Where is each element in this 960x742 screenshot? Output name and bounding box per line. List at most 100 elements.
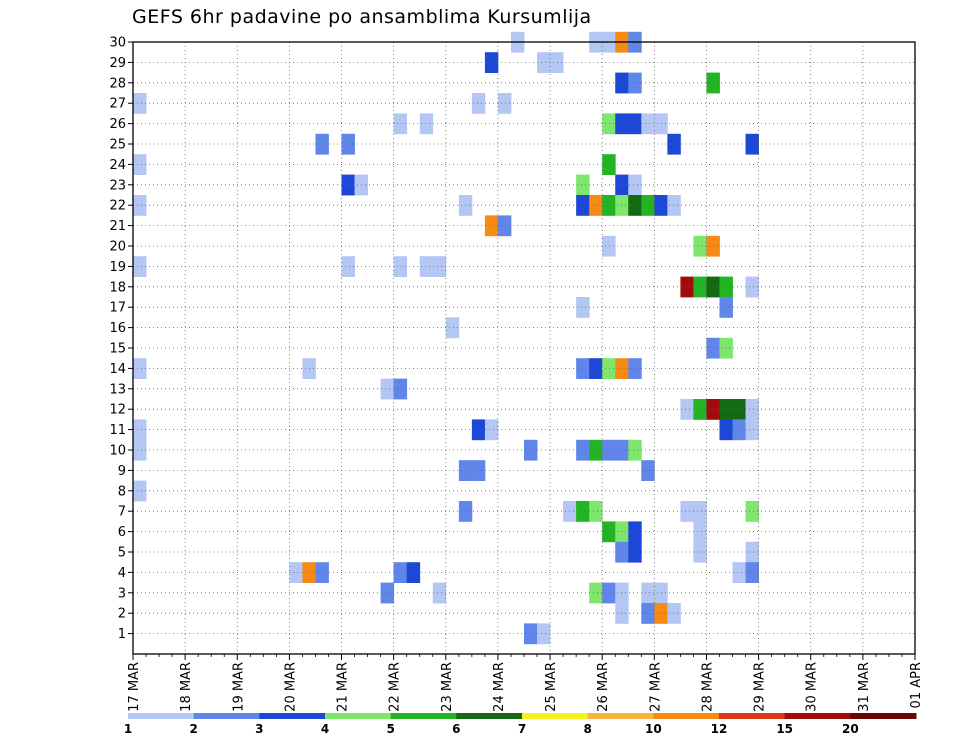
heatmap-cell [133, 358, 147, 379]
heatmap-cell [393, 256, 408, 277]
colorbar-segment [522, 713, 589, 719]
heatmap-cell [589, 501, 603, 522]
heatmap-cell [432, 582, 447, 604]
colorbar-segment [719, 713, 786, 719]
y-tick-label: 20 [109, 240, 126, 255]
heatmap-cell [576, 174, 590, 196]
y-tick-label: 13 [109, 382, 126, 397]
x-tick-label: 24 MAR [492, 662, 507, 712]
heatmap-cell [602, 113, 616, 135]
heatmap-cell [732, 562, 746, 583]
x-tick-label: 23 MAR [440, 662, 455, 712]
heatmap-cell [576, 195, 590, 216]
colorbar-label: 6 [452, 722, 460, 736]
heatmap-cell [719, 399, 733, 420]
heatmap-cell [602, 439, 616, 461]
y-tick-label: 7 [118, 505, 126, 520]
heatmap-cell [628, 174, 642, 196]
heatmap-cell [680, 501, 694, 522]
heatmap-cell [641, 603, 655, 624]
heatmap-cell [576, 358, 590, 379]
heatmap-cell [693, 541, 707, 563]
y-tick-label: 6 [118, 525, 126, 540]
colorbar-label: 1 [124, 722, 132, 736]
heatmap-cell [576, 439, 590, 461]
y-tick-label: 10 [109, 444, 126, 459]
heatmap-cell [693, 521, 707, 543]
x-tick-label: 28 MAR [700, 662, 715, 712]
heatmap-cell [602, 358, 616, 379]
heatmap-cell [628, 113, 642, 135]
heatmap-cell [628, 72, 642, 94]
heatmap-cell [537, 623, 551, 645]
y-tick-label: 12 [109, 403, 126, 418]
heatmap-cell [719, 419, 733, 441]
y-tick-label: 2 [118, 607, 126, 622]
heatmap-cell [289, 562, 303, 583]
colorbar-label: 7 [518, 722, 526, 736]
heatmap-cell [380, 582, 395, 604]
y-tick-label: 16 [109, 321, 126, 336]
heatmap-cell [133, 154, 147, 175]
x-tick-label: 31 MAR [857, 662, 872, 712]
heatmap-cell [680, 276, 694, 298]
heatmap-cell [419, 113, 434, 135]
heatmap-cell [745, 276, 759, 298]
heatmap-cell [445, 317, 460, 339]
colorbar-segment [587, 713, 654, 719]
heatmap-cell [602, 582, 616, 604]
heatmap-cell [667, 603, 681, 624]
y-tick-label: 14 [109, 362, 126, 377]
heatmap-cell [628, 195, 642, 216]
x-tick-label: 25 MAR [544, 662, 559, 712]
y-tick-label: 15 [109, 342, 126, 357]
colorbar-label: 8 [583, 722, 591, 736]
heatmap-cell [628, 521, 642, 543]
heatmap-cell [745, 562, 759, 583]
chart-title: GEFS 6hr padavine po ansamblima Kursumli… [132, 6, 592, 28]
heatmap-cell [589, 439, 603, 461]
y-tick-label: 29 [109, 56, 126, 71]
y-tick-label: 17 [109, 301, 126, 316]
colorbar-label: 10 [645, 722, 662, 736]
heatmap-cell [667, 195, 681, 216]
colorbar-segment [390, 713, 457, 719]
heatmap-cell [419, 256, 434, 277]
heatmap-cell [719, 297, 733, 318]
heatmap-cell [589, 195, 603, 216]
heatmap-cell [133, 93, 147, 114]
y-tick-label: 30 [109, 36, 126, 51]
heatmap-cell [745, 501, 759, 522]
y-tick-label: 23 [109, 178, 126, 193]
x-tick-label: 20 MAR [283, 662, 298, 712]
colorbar-segment [784, 713, 851, 719]
heatmap-cell [719, 337, 733, 359]
y-tick-label: 27 [109, 97, 126, 112]
y-tick-label: 4 [118, 566, 126, 581]
colorbar-segment [653, 713, 720, 719]
x-tick-label: 19 MAR [231, 662, 246, 712]
colorbar-segment [128, 713, 195, 719]
heatmap-cell [693, 276, 707, 298]
y-tick-label: 8 [118, 484, 126, 499]
heatmap-cell [745, 399, 759, 420]
x-tick-label: 17 MAR [127, 662, 142, 712]
heatmap-cell [432, 256, 447, 277]
heatmap-cell [602, 521, 616, 543]
y-tick-label: 18 [109, 280, 126, 295]
heatmap-cell [133, 256, 147, 277]
heatmap-cell [133, 439, 147, 461]
y-tick-label: 26 [109, 117, 126, 132]
colorbar-label: 3 [255, 722, 263, 736]
heatmap-cell [550, 52, 564, 73]
colorbar-label: 2 [189, 722, 197, 736]
y-tick-label: 9 [118, 464, 126, 479]
y-tick-label: 25 [109, 138, 126, 153]
heatmap-cell [745, 541, 759, 563]
heatmap-cell [393, 113, 408, 135]
heatmap-cell [628, 439, 642, 461]
heatmap-cell [315, 133, 329, 155]
heatmap-cell [693, 235, 707, 257]
heatmap-cell [641, 582, 655, 604]
